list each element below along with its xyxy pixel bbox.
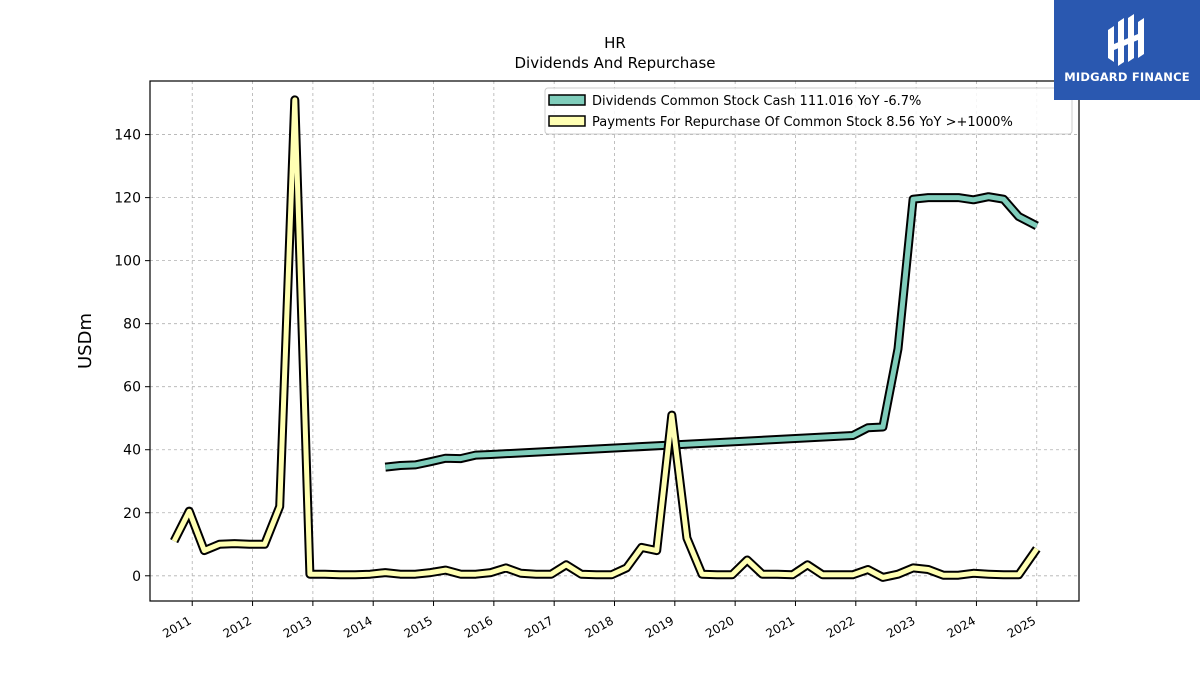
y-tick-label: 20 [123, 506, 141, 522]
x-tick-label: 2023 [884, 613, 917, 640]
series-1-line [171, 97, 1039, 580]
x-tick-label: 2021 [764, 613, 797, 640]
x-tick-label: 2013 [281, 613, 314, 640]
chart-subtitle: Dividends And Repurchase [514, 54, 715, 72]
series-layer [170, 95, 1041, 582]
series-0-outline [384, 192, 1039, 472]
x-tick-label: 2022 [824, 613, 857, 640]
legend: Dividends Common Stock Cash 111.016 YoY … [544, 87, 1073, 135]
x-tick-label: 2024 [944, 613, 977, 640]
brand-name: MIDGARD FINANCE [1064, 70, 1190, 84]
x-tick-label: 2020 [703, 613, 736, 640]
y-tick-label: 0 [132, 569, 141, 585]
legend-label-1: Payments For Repurchase Of Common Stock … [592, 115, 1013, 130]
x-axis: 2011 2012 2013 2014 2015 2016 2017 2018 2019 2020… [160, 601, 1038, 641]
legend-swatch-0 [548, 94, 586, 106]
legend-swatch-1 [548, 115, 586, 127]
y-tick-label: 40 [123, 443, 141, 459]
brand-logo: MIDGARD FINANCE [1054, 0, 1200, 100]
x-tick-label: 2011 [160, 613, 193, 640]
y-tick-label: 80 [123, 317, 141, 333]
y-axis: 0 20 40 60 80 100 120 140 [114, 128, 150, 585]
y-axis-label: USDm [75, 313, 96, 369]
chart-title: HR [604, 34, 626, 52]
x-tick-label: 2017 [522, 613, 555, 640]
x-tick-label: 2018 [583, 613, 616, 640]
x-tick-label: 2012 [221, 613, 254, 640]
y-tick-label: 120 [114, 191, 141, 207]
series-0-line [385, 194, 1038, 470]
x-tick-label: 2019 [643, 613, 676, 640]
y-tick-label: 100 [114, 254, 141, 270]
x-tick-label: 2015 [402, 613, 435, 640]
y-tick-label: 140 [114, 128, 141, 144]
midgard-logo-icon [1108, 14, 1144, 66]
legend-label-0: Dividends Common Stock Cash 111.016 YoY … [592, 94, 921, 109]
x-tick-label: 2016 [462, 613, 495, 640]
x-tick-label: 2025 [1005, 613, 1038, 640]
x-tick-label: 2014 [341, 613, 374, 640]
legend-box [544, 87, 1073, 135]
y-tick-label: 60 [123, 380, 141, 396]
